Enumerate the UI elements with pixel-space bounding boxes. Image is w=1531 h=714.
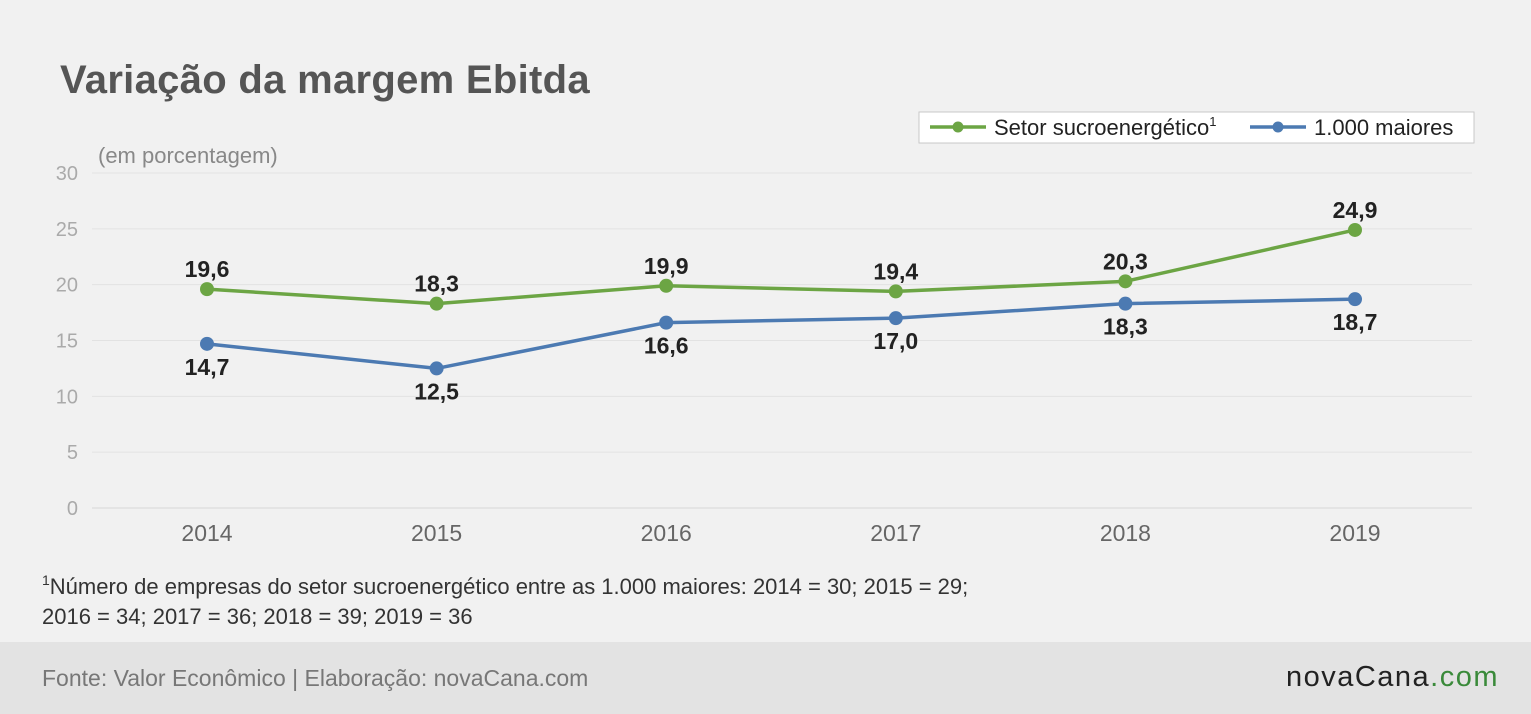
y-tick-label: 0 [67, 498, 78, 520]
x-tick-label: 2014 [181, 520, 232, 546]
data-point [659, 315, 674, 330]
logo-main-text: novaCana [1285, 661, 1431, 693]
data-label: 19,6 [185, 256, 230, 282]
x-tick-label: 2017 [870, 520, 921, 546]
y-tick-label: 30 [56, 163, 78, 185]
legend-swatch-marker [1272, 121, 1284, 133]
source-credit: Fonte: Valor Econômico | Elaboração: nov… [42, 665, 589, 691]
data-point [1118, 274, 1133, 289]
legend: Setor sucroenergético1 1.000 maiores [918, 111, 1475, 144]
data-label: 19,4 [873, 258, 918, 284]
logo-suffix-text: .com [1430, 661, 1499, 693]
data-label: 19,9 [644, 253, 689, 279]
y-tick-label: 10 [56, 386, 78, 408]
data-label: 17,0 [873, 328, 918, 354]
novacana-logo: novaCana.com [1286, 661, 1499, 694]
footnote-text-1: Número de empresas do setor sucroenergét… [49, 574, 969, 599]
legend-label: 1.000 maiores [1314, 115, 1453, 140]
data-label: 16,6 [644, 333, 689, 359]
data-point [200, 336, 214, 351]
data-point [659, 278, 674, 293]
data-point [1348, 222, 1362, 237]
x-tick-label: 2015 [411, 520, 462, 546]
data-point [200, 282, 214, 297]
data-label: 14,7 [185, 354, 230, 380]
legend-box [918, 111, 1475, 144]
series-line [206, 297, 1356, 371]
legend-label: Setor sucroenergético1 [994, 114, 1216, 140]
data-label: 20,3 [1103, 248, 1148, 274]
series-line [206, 228, 1356, 306]
footnote: 1Número de empresas do setor sucroenergé… [42, 572, 968, 632]
data-point [888, 311, 903, 326]
x-tick-label: 2018 [1100, 520, 1151, 546]
legend-label-sup: 1 [1209, 114, 1216, 129]
unit-note: (em porcentagem) [98, 143, 278, 168]
footer-bar: Fonte: Valor Econômico | Elaboração: nov… [0, 642, 1531, 714]
data-label: 12,5 [414, 378, 459, 404]
footnote-line-2: 2016 = 34; 2017 = 36; 2018 = 39; 2019 = … [42, 604, 473, 629]
y-tick-label: 25 [56, 219, 78, 241]
data-label: 24,9 [1333, 197, 1378, 223]
line-chart: (em porcentagem) 0 5 10 15 20 25 30 2014 2015 2016… [56, 111, 1475, 546]
data-point [888, 284, 903, 299]
footnote-marker: 1 [42, 572, 50, 588]
x-tick-label: 2016 [641, 520, 692, 546]
data-point [1348, 292, 1362, 307]
data-label: 18,7 [1333, 309, 1378, 335]
footnote-line-1: 1Número de empresas do setor sucroenergé… [42, 572, 968, 602]
data-point [1118, 296, 1133, 311]
x-tick-label: 2019 [1329, 520, 1380, 546]
data-point [429, 361, 444, 376]
y-tick-label: 20 [56, 275, 78, 297]
data-label: 18,3 [414, 271, 459, 297]
y-tick-label: 15 [56, 331, 78, 353]
chart-title: Variação da margem Ebitda [60, 58, 590, 102]
legend-swatch-marker [952, 121, 964, 133]
data-label: 18,3 [1103, 314, 1148, 340]
data-point [429, 296, 444, 311]
y-tick-label: 5 [67, 442, 78, 464]
